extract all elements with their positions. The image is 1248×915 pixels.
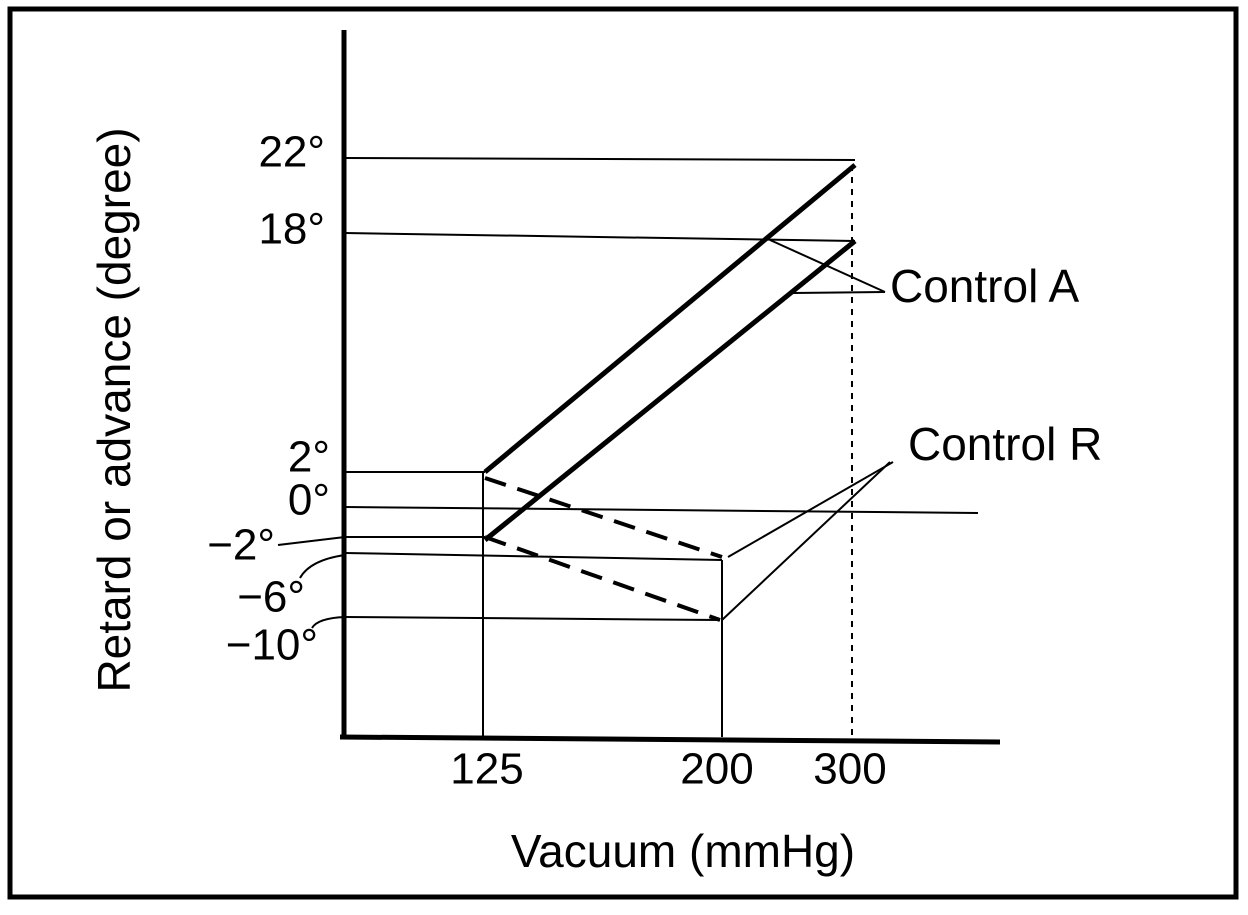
x-tick-label: 200 (680, 745, 753, 794)
y-tick-label: −6° (237, 573, 305, 622)
control-r-lines (484, 476, 723, 622)
y-tick-label: 0° (288, 476, 330, 525)
annotation: Control R (908, 418, 1102, 470)
frame (7, 6, 1239, 900)
y-tick-label: 18° (258, 205, 325, 254)
y-axis-label: Retard or advance (degree) (88, 127, 140, 692)
control-a-lines (483, 163, 857, 542)
axes (339, 30, 1001, 745)
y-tick-label: 22° (258, 128, 325, 177)
annotation: Control A (890, 260, 1080, 312)
x-tick-label: 125 (450, 745, 523, 794)
y-tick-label: −10° (226, 621, 318, 670)
y-tick-label: 2° (288, 433, 330, 482)
y-tick-label: −2° (207, 521, 275, 570)
guide-lines (277, 157, 979, 737)
x-axis-label: Vacuum (mmHg) (511, 825, 855, 877)
x-tick-label: 300 (813, 745, 886, 794)
